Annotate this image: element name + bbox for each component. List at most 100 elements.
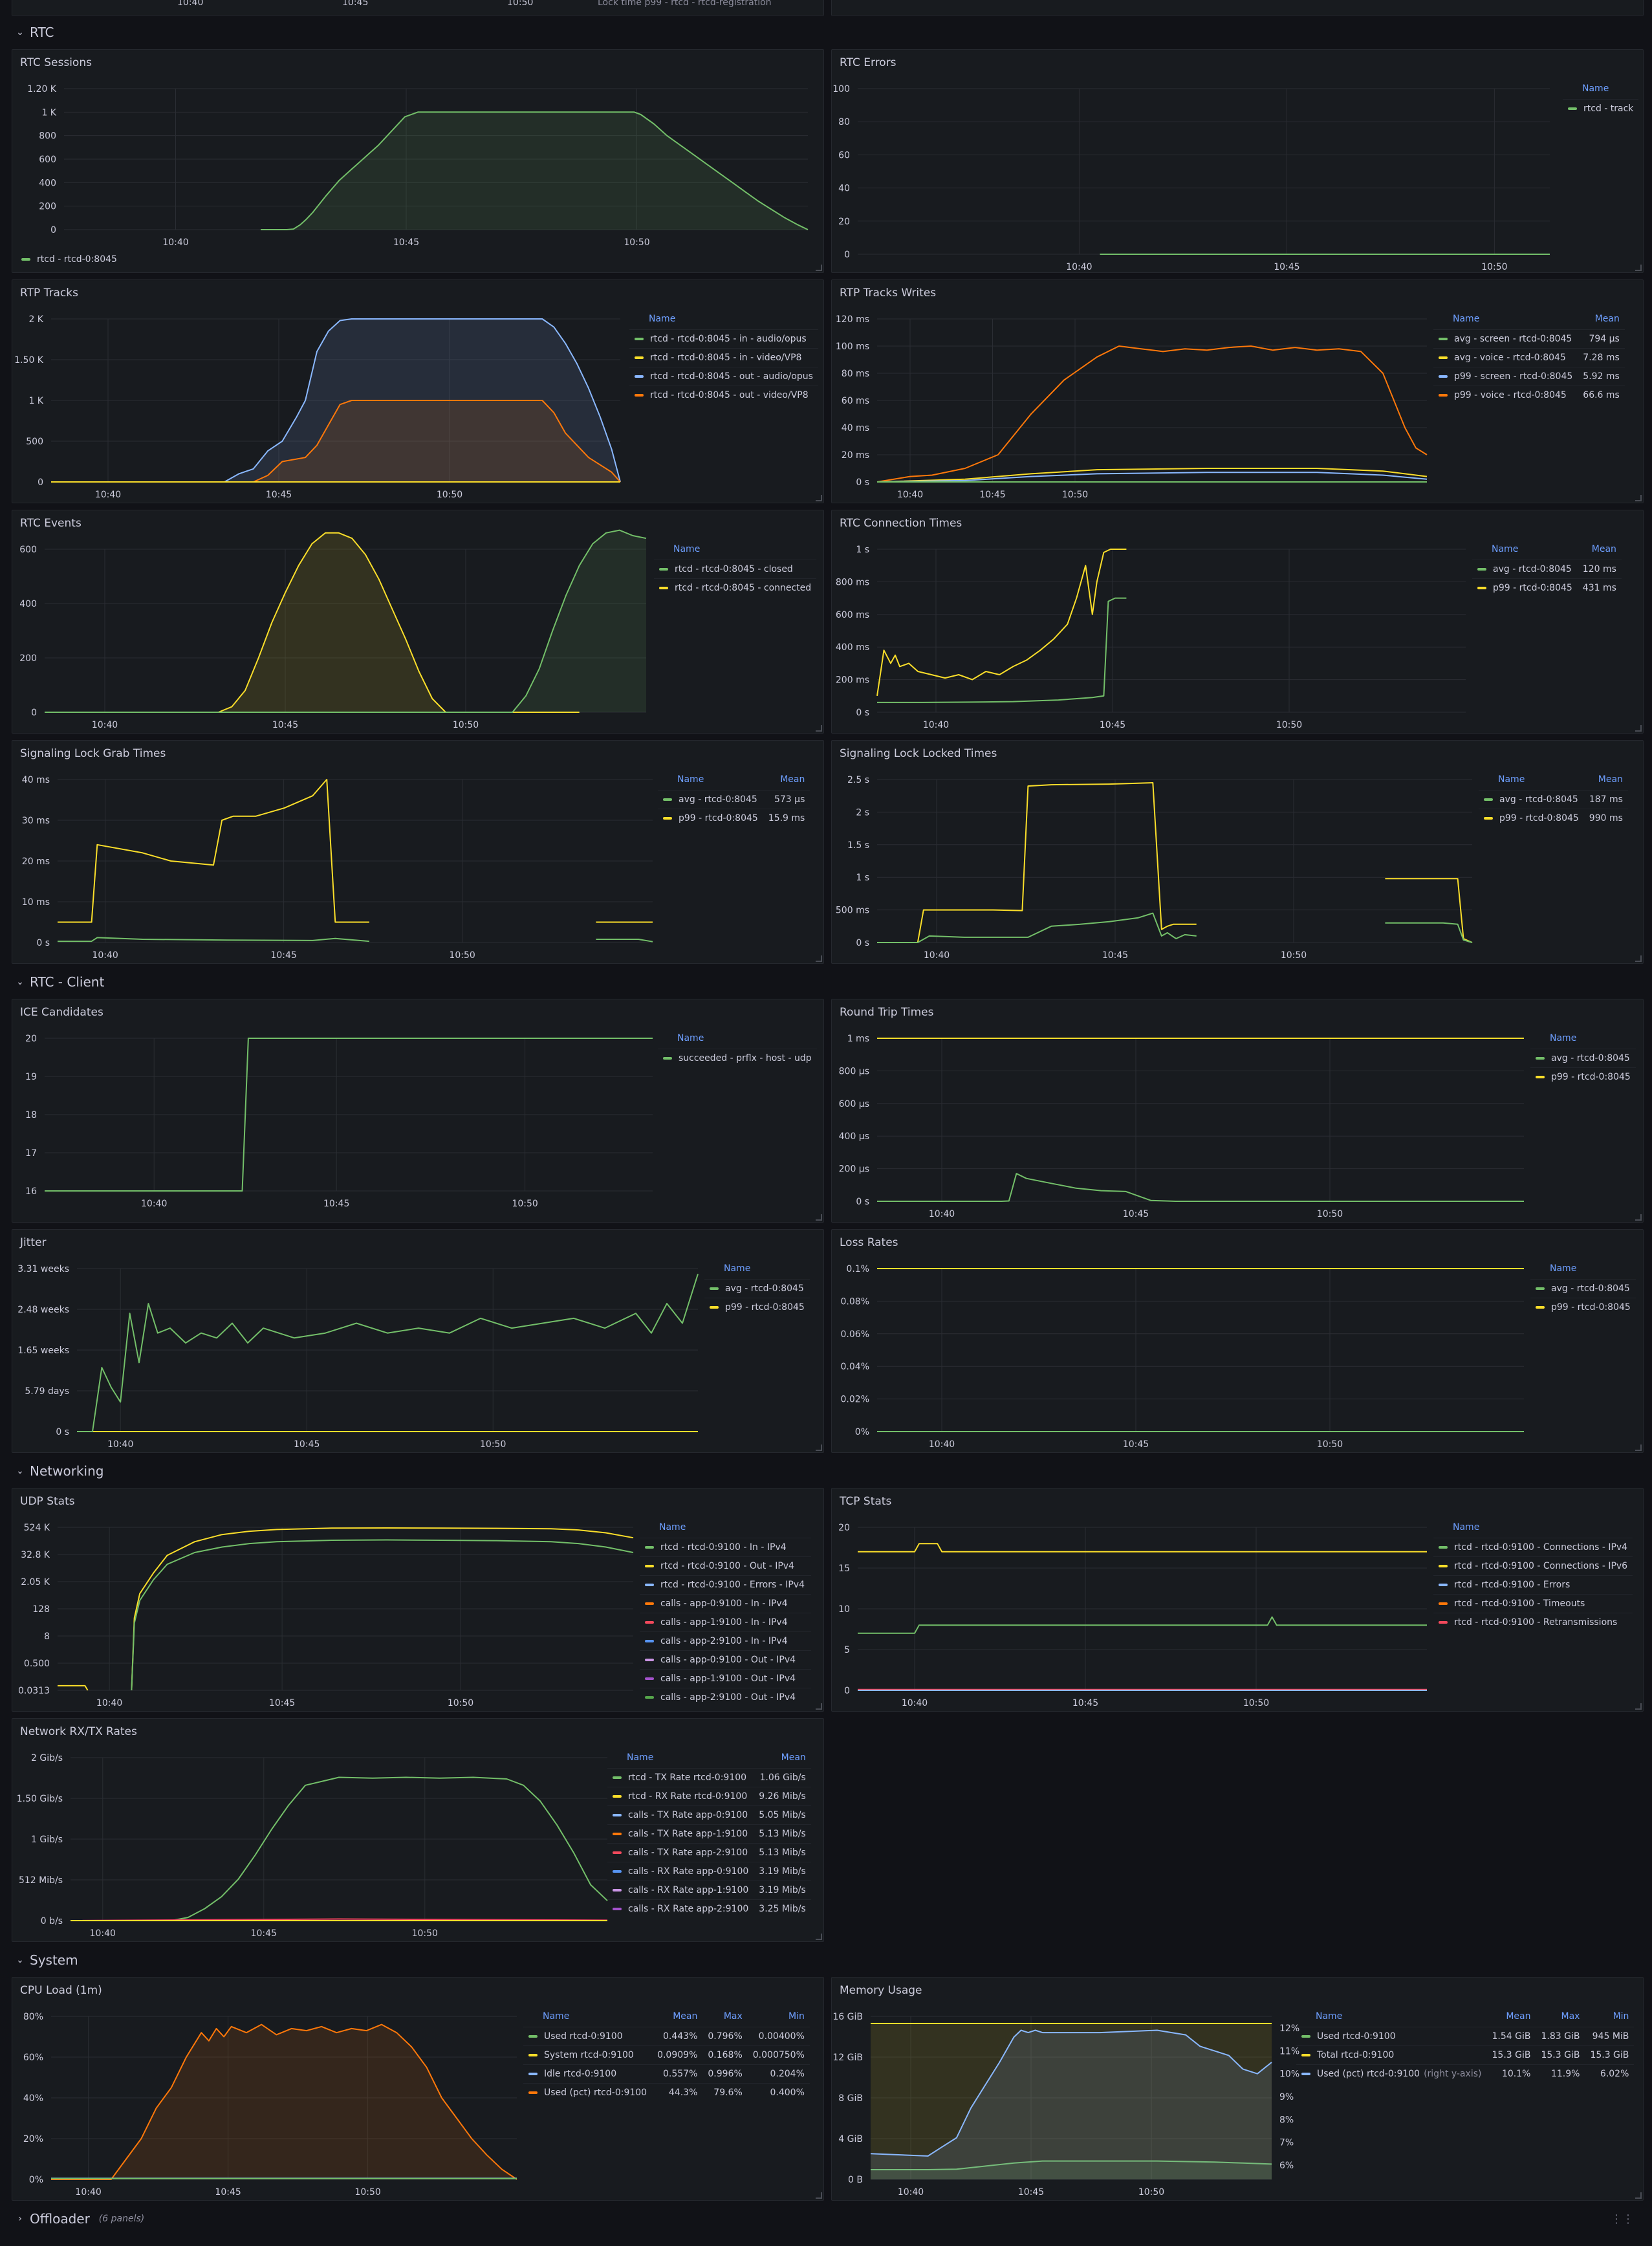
row-system[interactable]: ⌄ System (0, 1947, 78, 1973)
drag-handle-icon[interactable]: ⋮⋮ (1611, 2212, 1634, 2226)
legend-item[interactable]: avg - rtcd-0:8045 (704, 1279, 810, 1298)
legend-item[interactable]: rtcd - rtcd-0:8045 - in - video/VP8 (629, 348, 818, 367)
resize-handle-icon[interactable] (1635, 495, 1642, 501)
legend-item[interactable]: avg - rtcd-0:8045 (1530, 1049, 1636, 1068)
resize-handle-icon[interactable] (1635, 2192, 1642, 2199)
legend-item[interactable]: calls - app-0:9100 - In - IPv4 (640, 1594, 812, 1613)
legend-header[interactable]: Name (1492, 544, 1519, 554)
legend-item[interactable]: Used rtcd-0:9100 0.443% 0.796% 0.00400% (523, 2027, 810, 2046)
legend-item[interactable]: rtcd - rtcd-0:8045 - in - audio/opus (629, 329, 818, 349)
panel-network-rxtx[interactable]: Network RX/TX Rates 0 b/s 512 Mib/s 1 Gib/s… (12, 1718, 824, 1942)
legend-item[interactable]: rtcd - TX Rate rtcd-0:9100 1.06 Gib/s (607, 1768, 811, 1787)
resize-handle-icon[interactable] (816, 725, 822, 732)
legend-item[interactable]: calls - TX Rate app-1:9100 5.13 Mib/s (607, 1824, 811, 1844)
resize-handle-icon[interactable] (1635, 955, 1642, 962)
legend-item[interactable]: rtcd - track (1563, 99, 1639, 118)
legend-header[interactable]: Name (673, 544, 701, 554)
legend-item[interactable]: rtcd - rtcd-0:8045 - out - video/VP8 (629, 386, 818, 404)
panel-udp-stats[interactable]: UDP Stats 0.0313 0.500 8 128 2.05 K 32.8 K 524 … (12, 1488, 824, 1712)
legend-item[interactable]: calls - app-1:9100 - In - IPv4 (640, 1613, 812, 1632)
legend-header[interactable]: Max (1561, 2011, 1580, 2022)
legend-item[interactable]: avg - voice - rtcd-0:8045 7.28 ms (1433, 348, 1625, 367)
row-offloader[interactable]: › Offloader (6 panels) ⋮⋮ (0, 2206, 1652, 2232)
legend-header[interactable]: Min (1613, 2011, 1629, 2022)
legend-item[interactable]: rtcd - rtcd-0:9100 - In - IPv4 (640, 1538, 812, 1557)
legend-item[interactable]: p99 - voice - rtcd-0:8045 66.6 ms (1433, 386, 1625, 404)
panel-rtc-errors[interactable]: RTC Errors 0 20 40 60 80 100 10:40 10:45 10:50 Nam… (831, 49, 1644, 273)
legend-item[interactable]: avg - rtcd-0:8045 (1530, 1279, 1636, 1298)
legend-item[interactable]: rtcd - rtcd-0:9100 - Timeouts (1433, 1594, 1633, 1613)
legend-item[interactable]: calls - TX Rate app-2:9100 5.13 Mib/s (607, 1843, 811, 1862)
panel-rtc-events[interactable]: RTC Events 0 200 400 600 10:40 10:45 10:50 Name r… (12, 510, 824, 734)
legend-item[interactable]: rtcd - rtcd-0:8045 - connected (654, 578, 817, 597)
legend-item[interactable]: rtcd - rtcd-0:8045 (21, 254, 117, 265)
row-networking[interactable]: ⌄ Networking (0, 1458, 103, 1484)
legend-item[interactable]: rtcd - rtcd-0:9100 - Retransmissions (1433, 1613, 1633, 1631)
legend-item[interactable]: avg - screen - rtcd-0:8045 794 µs (1433, 329, 1625, 349)
legend-header[interactable]: Max (723, 2011, 743, 2022)
legend-item[interactable]: rtcd - rtcd-0:9100 - Errors (1433, 1575, 1633, 1595)
panel-rtp-tracks-writes[interactable]: RTP Tracks Writes 0 s 20 ms 40 ms 60 ms 80 ms… (831, 279, 1644, 503)
legend-header[interactable]: Mean (1591, 544, 1616, 554)
resize-handle-icon[interactable] (1635, 1214, 1642, 1221)
legend-header[interactable]: Name (1316, 2011, 1343, 2022)
resize-handle-icon[interactable] (1635, 725, 1642, 732)
legend-header[interactable]: Name (677, 1033, 704, 1043)
panel-jitter[interactable]: Jitter 0 s 5.79 days 1.65 weeks 2.48 weeks 3.… (12, 1229, 824, 1453)
panel-rtc-sessions[interactable]: RTC Sessions 0 200 400 600 800 1 K 1.20 K 10:40 1… (12, 49, 824, 273)
row-rtc[interactable]: ⌄ RTC (0, 19, 54, 45)
legend-header[interactable]: Name (1453, 1522, 1480, 1532)
resize-handle-icon[interactable] (816, 1214, 822, 1221)
legend-item[interactable]: rtcd - rtcd-0:9100 - Errors - IPv4 (640, 1575, 812, 1595)
panel-signaling-lock-locked[interactable]: Signaling Lock Locked Times 0 s 500 ms 1 s 1… (831, 740, 1644, 964)
legend-item[interactable]: p99 - screen - rtcd-0:8045 5.92 ms (1433, 367, 1625, 386)
legend-header[interactable]: Name (627, 1752, 654, 1763)
legend-item[interactable]: p99 - rtcd-0:8045 15.9 ms (658, 809, 810, 827)
resize-handle-icon[interactable] (1635, 1703, 1642, 1710)
panel-loss-rates[interactable]: Loss Rates 0% 0.02% 0.04% 0.06% 0.08% 0.1% 10:4… (831, 1229, 1644, 1453)
legend-header[interactable]: Name (649, 314, 676, 324)
legend-item[interactable]: Used rtcd-0:9100 1.54 GiB 1.83 GiB 945 MiB (1296, 2027, 1635, 2046)
resize-handle-icon[interactable] (816, 265, 822, 271)
legend-item[interactable]: rtcd - rtcd-0:9100 - Connections - IPv6 (1433, 1556, 1633, 1576)
legend-header[interactable]: Mean (1594, 314, 1620, 324)
legend-item[interactable]: calls - RX Rate app-0:9100 3.19 Mib/s (607, 1862, 811, 1881)
legend-item[interactable]: rtcd - rtcd-0:8045 - closed (654, 560, 817, 579)
legend-header[interactable]: Mean (1598, 774, 1623, 785)
legend-header[interactable]: Name (1550, 1263, 1577, 1274)
panel-rtc-connection-times[interactable]: RTC Connection Times 0 s 200 ms 400 ms 600 m… (831, 510, 1644, 734)
resize-handle-icon[interactable] (816, 1934, 822, 1940)
legend-header[interactable]: Mean (781, 1752, 806, 1763)
legend-item[interactable]: calls - app-2:9100 - Out - IPv4 (640, 1688, 812, 1706)
resize-handle-icon[interactable] (816, 1703, 822, 1710)
legend-item[interactable]: System rtcd-0:9100 0.0909% 0.168% 0.000750% (523, 2045, 810, 2065)
legend-header[interactable]: Name (1453, 314, 1480, 324)
legend-header[interactable]: Name (1582, 83, 1609, 94)
legend-item[interactable]: p99 - rtcd-0:8045 (1530, 1298, 1636, 1316)
panel-cpu-load[interactable]: CPU Load (1m) 0% 20% 40% 60% 80% 10:40 10:45 10:… (12, 1977, 824, 2201)
legend-item[interactable]: calls - RX Rate app-2:9100 3.25 Mib/s (607, 1899, 811, 1918)
legend-header[interactable]: Name (677, 774, 704, 785)
legend-item[interactable]: rtcd - rtcd-0:9100 - Connections - IPv4 (1433, 1538, 1633, 1557)
legend-item[interactable]: Idle rtcd-0:9100 0.557% 0.996% 0.204% (523, 2064, 810, 2084)
panel-round-trip-times[interactable]: Round Trip Times 0 s 200 µs 400 µs 600 µs 800… (831, 999, 1644, 1223)
legend-item[interactable]: p99 - rtcd-0:8045 (1530, 1067, 1636, 1086)
legend-item[interactable]: calls - TX Rate app-0:9100 5.05 Mib/s (607, 1805, 811, 1825)
resize-handle-icon[interactable] (816, 2192, 822, 2199)
legend-item[interactable]: calls - app-0:9100 - Out - IPv4 (640, 1650, 812, 1670)
legend-header[interactable]: Mean (1506, 2011, 1531, 2022)
legend-item[interactable]: Used (pct) rtcd-0:9100 44.3% 79.6% 0.400% (523, 2083, 810, 2102)
legend-header[interactable]: Name (543, 2011, 570, 2022)
row-rtc-client[interactable]: ⌄ RTC - Client (0, 969, 104, 995)
legend-item[interactable]: Used (pct) rtcd-0:9100 (right y-axis) 10.1… (1296, 2064, 1635, 2083)
legend-item[interactable]: rtcd - rtcd-0:9100 - Out - IPv4 (640, 1556, 812, 1576)
legend-item[interactable]: p99 - rtcd-0:8045 (704, 1298, 810, 1316)
legend-header[interactable]: Name (1550, 1033, 1577, 1043)
legend-item[interactable]: rtcd - rtcd-0:8045 - out - audio/opus (629, 367, 818, 386)
legend-item[interactable]: calls - app-2:9100 - In - IPv4 (640, 1631, 812, 1651)
legend-header[interactable]: Mean (780, 774, 805, 785)
legend-header[interactable]: Min (788, 2011, 805, 2022)
legend-item[interactable]: avg - rtcd-0:8045 573 µs (658, 790, 810, 809)
legend-item[interactable]: calls - app-1:9100 - Out - IPv4 (640, 1669, 812, 1688)
legend-item[interactable]: succeeded - prflx - host - udp (658, 1049, 817, 1067)
